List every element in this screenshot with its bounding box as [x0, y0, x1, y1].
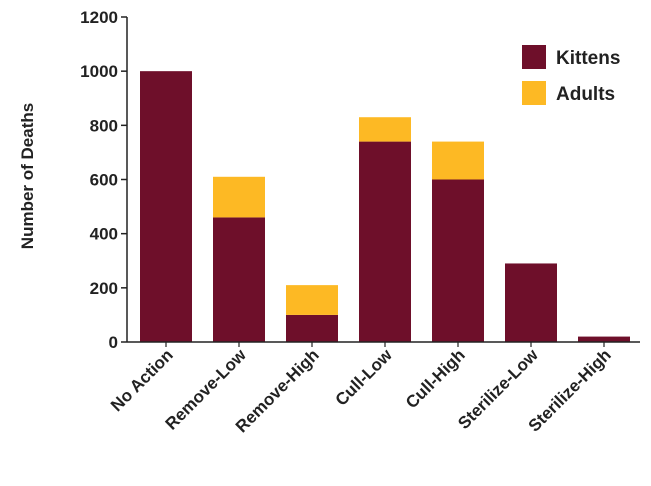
y-tick-label: 0 [109, 333, 118, 352]
legend-swatch-adults [522, 81, 546, 105]
x-tick-label: Cull-Low [332, 345, 397, 410]
bar-kittens [359, 141, 411, 342]
x-tick-label: Cull-High [402, 345, 469, 412]
bar-kittens [578, 336, 630, 342]
bar-kittens [140, 71, 192, 343]
y-tick-label: 800 [90, 116, 118, 135]
bar-kittens [213, 217, 265, 342]
y-tick-label: 1000 [80, 62, 118, 81]
bar-adults [359, 117, 411, 142]
bar-adults [432, 141, 484, 180]
y-axis: 0 200 400 600 800 1000 1200 [80, 8, 128, 352]
bars [127, 71, 640, 343]
legend-label-adults: Adults [556, 84, 615, 105]
legend-label-kittens: Kittens [556, 48, 620, 69]
bar-kittens [286, 314, 338, 342]
bar-kittens [505, 263, 557, 342]
y-tick-label: 400 [90, 225, 118, 244]
y-tick-label: 600 [90, 171, 118, 190]
bar-kittens [432, 179, 484, 342]
bar-adults [213, 176, 265, 218]
legend: Kittens Adults [522, 45, 620, 105]
bar-adults [286, 285, 338, 315]
y-tick-label: 200 [90, 279, 118, 298]
y-tick-label: 1200 [80, 8, 118, 27]
y-axis-title: Number of Deaths [18, 103, 37, 249]
x-tick-label: No Action [107, 345, 177, 415]
legend-swatch-kittens [522, 45, 546, 69]
